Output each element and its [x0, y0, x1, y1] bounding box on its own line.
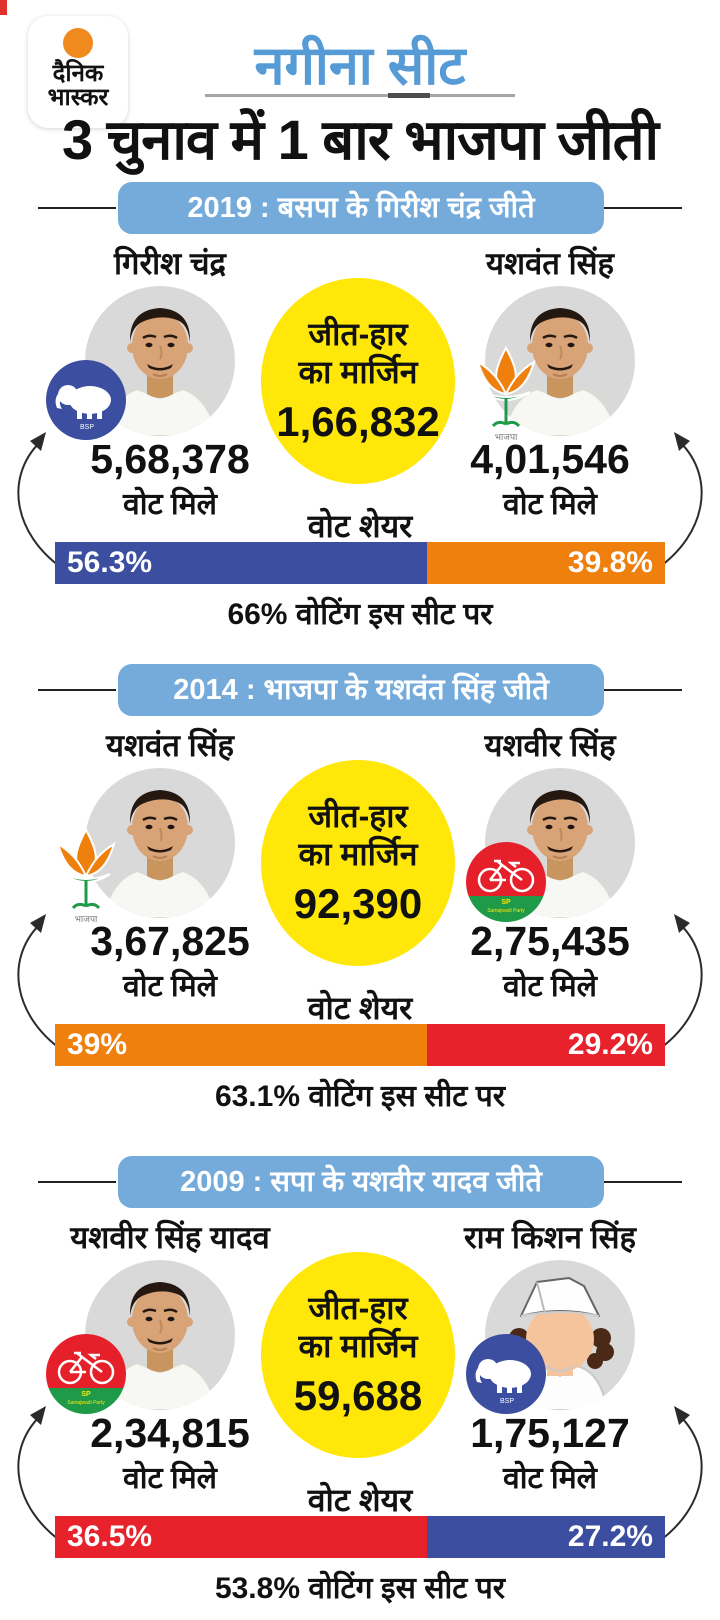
vote-share-bar-right: 29.2%	[427, 1024, 665, 1066]
votes-label-right: वोट मिले	[503, 488, 597, 521]
party-badge-right: भाजपा	[466, 342, 546, 446]
candidate-photo-left	[85, 768, 235, 918]
man-portrait-illustration	[501, 308, 619, 436]
svg-text:Samajwadi Party: Samajwadi Party	[67, 1400, 105, 1406]
vote-share-bar-left: 39%	[55, 1024, 428, 1066]
party-badge-right: SP Samajwadi Party	[466, 842, 546, 922]
turnout-text: 53.8% वोटिंग इस सीट पर	[214, 1572, 506, 1605]
votes-left: 5,68,378	[90, 436, 250, 482]
margin-label-line2: का मार्जिन	[298, 1328, 418, 1364]
sp-bicycle-icon: SP Samajwadi Party	[477, 859, 535, 914]
party-badge-left: SP Samajwadi Party	[46, 1334, 126, 1414]
header-rule-left	[38, 689, 116, 691]
year-header-pill: 2014 : भाजपा के यशवंत सिंह जीते	[118, 664, 604, 716]
brand-name-line1: दैनिक	[52, 60, 104, 87]
vote-share-title: वोट शेयर	[307, 990, 413, 1026]
vote-share-bar-right: 27.2%	[427, 1516, 665, 1558]
vote-share-bar: 56.3% 39.8%	[55, 542, 665, 584]
svg-text:Samajwadi Party: Samajwadi Party	[487, 908, 525, 914]
candidate-name-left: यशवंत सिंह	[105, 728, 235, 763]
candidate-name-right: यशवीर सिंह	[484, 728, 616, 763]
margin-label-line2: का मार्जिन	[298, 836, 418, 872]
svg-text:BSP: BSP	[80, 424, 94, 431]
svg-text:भाजपा: भाजपा	[495, 432, 518, 442]
votes-label-left: वोट मिले	[123, 970, 217, 1003]
year-header: 2009 : सपा के यशवीर यादव जीते	[180, 1166, 542, 1198]
brand-name-line2: भास्कर	[47, 84, 109, 112]
votes-right: 4,01,546	[470, 436, 630, 482]
corner-mark	[0, 0, 7, 15]
section-2014: 2014 : भाजपा के यशवंत सिंह जीते यशवंत सि…	[0, 664, 720, 1124]
page-title: नगीना सीट	[254, 36, 466, 96]
candidate-name-left: गिरीश चंद्र	[113, 246, 227, 281]
man-portrait-illustration	[101, 790, 219, 918]
votes-label-right: वोट मिले	[503, 970, 597, 1003]
header-rule-right	[604, 1181, 682, 1183]
vote-share-bar: 39% 29.2%	[55, 1024, 665, 1066]
bsp-elephant-icon: BSP	[475, 1359, 531, 1405]
margin-value: 92,390	[293, 879, 423, 927]
margin-label-line1: जीत-हार	[308, 316, 408, 353]
party-badge-right: BSP	[466, 1334, 546, 1414]
svg-text:SP: SP	[501, 899, 511, 906]
votes-right: 2,75,435	[470, 918, 630, 964]
brand-logo: दैनिक भास्कर	[28, 16, 128, 128]
votes-right: 1,75,127	[470, 1410, 630, 1456]
party-badge-left: भाजपा	[46, 824, 126, 928]
header-rule-left	[38, 207, 116, 209]
title-underline	[205, 93, 515, 98]
margin-value: 1,66,832	[276, 397, 440, 445]
bsp-elephant-icon: BSP	[55, 385, 111, 431]
candidate-name-left: यशवीर सिंह यादव	[70, 1220, 270, 1255]
vote-share-bar-left: 36.5%	[55, 1516, 428, 1558]
party-badge-left: BSP	[46, 360, 126, 440]
votes-label-left: वोट मिले	[123, 488, 217, 521]
year-header-pill: 2019 : बसपा के गिरीश चंद्र जीते	[118, 182, 604, 234]
man-portrait-illustration	[101, 308, 219, 436]
margin-label-line2: का मार्जिन	[298, 354, 418, 390]
vote-share-title: वोट शेयर	[307, 1482, 413, 1518]
votes-left: 2,34,815	[90, 1410, 250, 1456]
year-header: 2019 : बसपा के गिरीश चंद्र जीते	[187, 192, 535, 224]
svg-text:BSP: BSP	[500, 1398, 514, 1405]
sp-bicycle-icon: SP Samajwadi Party	[57, 1351, 115, 1406]
header-rule-right	[604, 207, 682, 209]
svg-text:SP: SP	[81, 1391, 91, 1398]
votes-left: 3,67,825	[90, 918, 250, 964]
margin-bubble: जीत-हार का मार्जिन 1,66,832	[261, 278, 455, 484]
turnout-text: 63.1% वोटिंग इस सीट पर	[214, 1080, 506, 1113]
margin-label-line1: जीत-हार	[308, 1290, 408, 1327]
margin-label-line1: जीत-हार	[308, 798, 408, 835]
header-rule-left	[38, 1181, 116, 1183]
section-2009: 2009 : सपा के यशवीर यादव जीते यशवीर सिंह…	[0, 1156, 720, 1616]
year-header-pill: 2009 : सपा के यशवीर यादव जीते	[118, 1156, 604, 1208]
vote-share-bar-left: 56.3%	[55, 542, 428, 584]
bjp-lotus-icon: भाजपा	[476, 345, 536, 442]
vote-share-bar: 36.5% 27.2%	[55, 1516, 665, 1558]
votes-label-right: वोट मिले	[503, 1462, 597, 1495]
section-2019: 2019 : बसपा के गिरीश चंद्र जीते गिरीश चं…	[0, 182, 720, 642]
candidate-name-right: यशवंत सिंह	[485, 246, 615, 281]
year-header: 2014 : भाजपा के यशवंत सिंह जीते	[173, 674, 549, 706]
margin-bubble: जीत-हार का मार्जिन 59,688	[261, 1252, 455, 1458]
headline: 3 चुनाव में 1 बार भाजपा जीती	[61, 108, 659, 171]
title-underline-accent	[388, 93, 430, 98]
margin-bubble: जीत-हार का मार्जिन 92,390	[261, 760, 455, 966]
svg-text:भाजपा: भाजपा	[75, 914, 98, 924]
man-portrait-illustration	[101, 1282, 219, 1410]
bjp-lotus-icon: भाजपा	[56, 827, 116, 924]
candidate-name-right: राम किशन सिंह	[463, 1220, 637, 1255]
turnout-text: 66% वोटिंग इस सीट पर	[227, 598, 493, 631]
margin-value: 59,688	[293, 1371, 423, 1419]
votes-label-left: वोट मिले	[123, 1462, 217, 1495]
brand-sun-icon	[63, 28, 93, 58]
vote-share-title: वोट शेयर	[307, 508, 413, 544]
vote-share-bar-right: 39.8%	[427, 542, 665, 584]
header-rule-right	[604, 689, 682, 691]
